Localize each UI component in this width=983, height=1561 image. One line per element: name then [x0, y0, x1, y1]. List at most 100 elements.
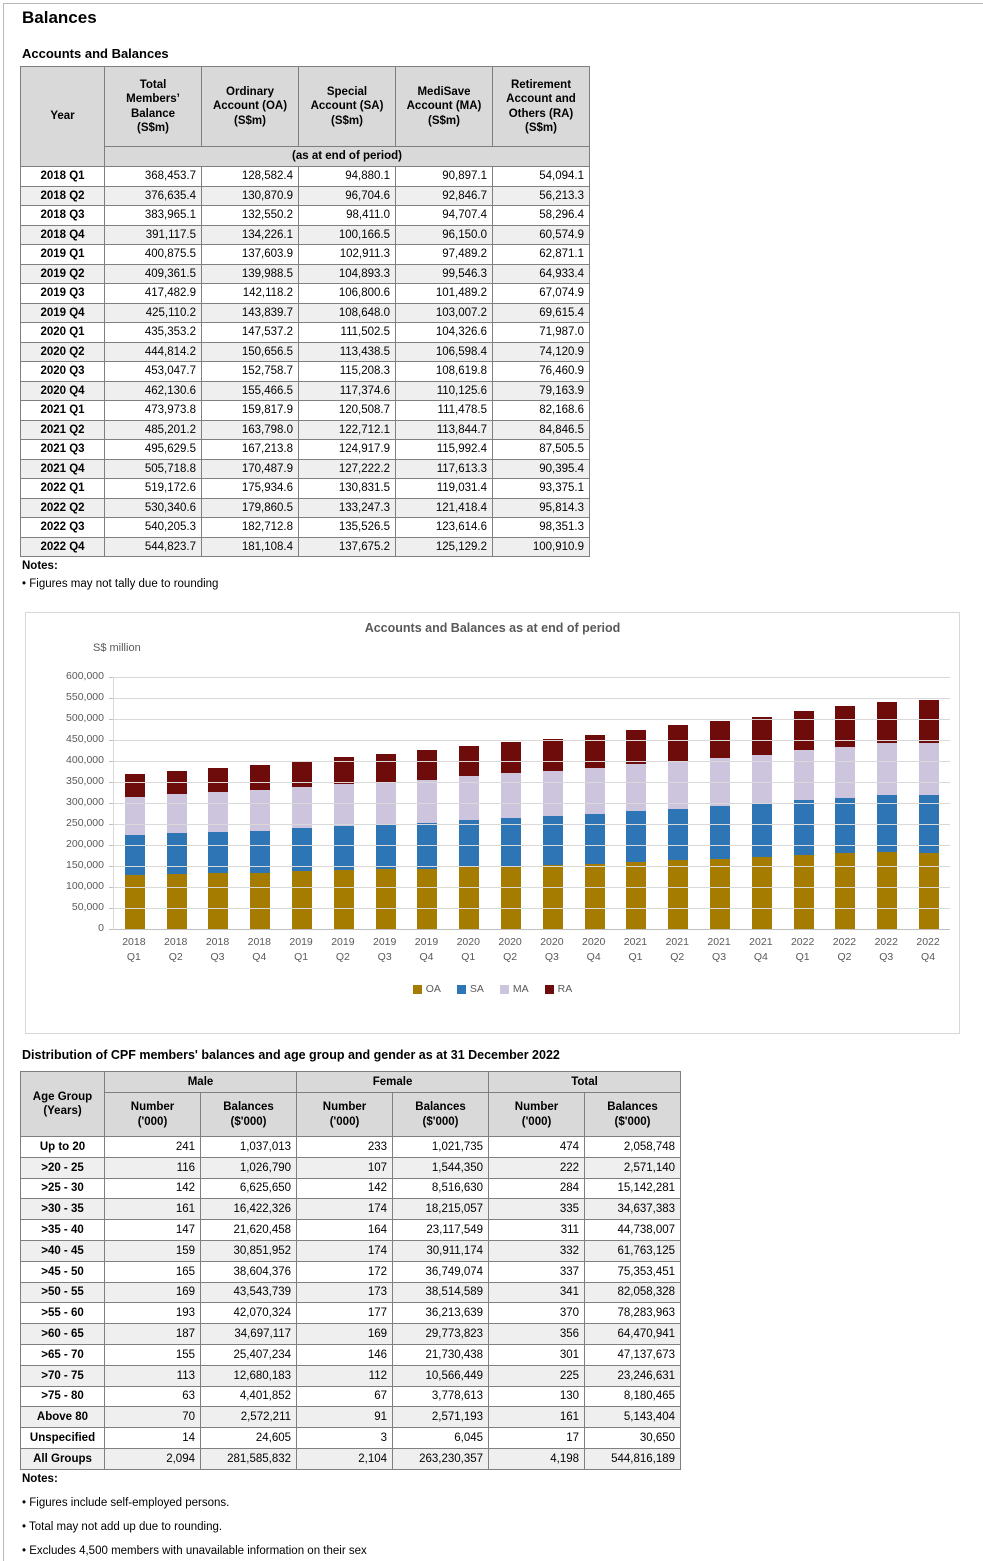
- year-cell: 2019 Q1: [20, 244, 105, 265]
- x-axis-label: 2021 Q2: [665, 936, 689, 963]
- value-cell: 544,823.7: [104, 536, 202, 557]
- value-cell: 182,712.8: [201, 517, 299, 538]
- value-cell: 175,934.6: [201, 478, 299, 499]
- year-cell: 2020 Q2: [20, 341, 105, 362]
- bar-segment-ma: [333, 784, 354, 827]
- legend-item-ma: MA: [499, 983, 529, 995]
- value-cell: 121,418.4: [395, 497, 493, 518]
- bar-slot: [323, 677, 365, 929]
- value-cell: 84,846.5: [492, 419, 590, 440]
- accounts-balances-table: Year Total Members’ Balance (S$m) Ordinary Acc…: [20, 66, 590, 557]
- value-cell: 241: [104, 1136, 201, 1158]
- value-cell: 92,846.7: [395, 185, 493, 206]
- bar-segment-sa: [124, 835, 145, 875]
- value-cell: 167,213.8: [201, 439, 299, 460]
- table1-subheader: (as at end of period): [104, 146, 590, 167]
- value-cell: 169: [104, 1281, 201, 1304]
- value-cell: 36,749,074: [392, 1260, 490, 1283]
- x-axis-label: 2022 Q3: [874, 936, 898, 963]
- value-cell: 82,168.6: [492, 400, 590, 421]
- stacked-bar: [124, 774, 145, 929]
- value-cell: 161: [488, 1406, 586, 1429]
- table-row: Above 80 70 2,572,211 91 2,571,193 161 5,143,4…: [20, 1406, 682, 1429]
- bar-segment-oa: [751, 857, 772, 929]
- legend-label: SA: [469, 983, 484, 995]
- table-row: 2019 Q2 409,361.5 139,988.5 104,893.3 99,546…: [20, 263, 590, 284]
- value-cell: 38,604,376: [199, 1260, 298, 1283]
- value-cell: 376,635.4: [104, 185, 202, 206]
- y-axis-tick: [109, 677, 113, 678]
- table-row: 2021 Q3 495,629.5 167,213.8 124,917.9 115,99…: [20, 439, 590, 460]
- value-cell: 137,675.2: [298, 536, 396, 557]
- value-cell: 6,625,650: [199, 1177, 298, 1200]
- y-axis-tick: [109, 782, 113, 783]
- bar-segment-oa: [208, 873, 229, 929]
- table-row: 2020 Q2 444,814.2 150,656.5 113,438.5 106,59…: [20, 341, 590, 362]
- age-group-cell: >50 - 55: [20, 1281, 105, 1304]
- value-cell: 187: [104, 1323, 201, 1345]
- age-group-cell: >55 - 60: [20, 1302, 105, 1325]
- table-row: >20 - 25 116 1,026,790 107 1,544,350 222 2,571…: [20, 1156, 682, 1179]
- value-cell: 173: [296, 1281, 394, 1304]
- stacked-bar: [919, 700, 940, 929]
- value-cell: 150,656.5: [201, 341, 299, 362]
- value-cell: 94,880.1: [298, 166, 396, 187]
- bar-segment-oa: [333, 870, 354, 929]
- y-axis-tick-label: 450,000: [66, 733, 104, 745]
- value-cell: 111,478.5: [395, 400, 493, 421]
- bar-slot: [657, 677, 699, 929]
- bar-segment-oa: [501, 865, 522, 929]
- value-cell: 159,817.9: [201, 400, 299, 421]
- year-cell: 2020 Q1: [20, 322, 105, 343]
- bar-slot: [281, 677, 323, 929]
- stacked-bar: [501, 742, 522, 929]
- value-cell: 169: [296, 1323, 394, 1345]
- value-cell: 2,571,140: [584, 1156, 682, 1179]
- x-axis-label: 2021 Q1: [623, 936, 648, 963]
- value-cell: 530,340.6: [104, 497, 202, 518]
- value-cell: 47,137,673: [584, 1343, 682, 1366]
- value-cell: 337: [488, 1260, 586, 1283]
- value-cell: 111,502.5: [298, 322, 396, 343]
- value-cell: 128,582.4: [201, 166, 299, 187]
- x-axis-label: 2018 Q2: [164, 936, 188, 963]
- column-header-age-group: Age Group (Years): [20, 1071, 105, 1137]
- bar-segment-sa: [250, 830, 271, 873]
- group-header-male: Male: [103, 1071, 298, 1093]
- year-cell: 2019 Q4: [20, 302, 105, 323]
- bar-segment-sa: [501, 818, 522, 866]
- value-cell: 485,201.2: [104, 419, 202, 440]
- x-axis-label: 2019 Q3: [373, 936, 397, 963]
- distribution-table-title: Distribution of CPF members' balances an…: [22, 1048, 560, 1062]
- value-cell: 155: [104, 1343, 201, 1366]
- value-cell: 87,505.5: [492, 439, 590, 460]
- value-cell: 8,180,465: [584, 1385, 682, 1408]
- value-cell: 233: [296, 1136, 394, 1158]
- table-row: >30 - 35 161 16,422,326 174 18,215,057 335 34,…: [20, 1198, 682, 1221]
- bar-segment-ma: [459, 776, 480, 821]
- value-cell: 95,814.3: [492, 497, 590, 518]
- value-cell: 79,163.9: [492, 380, 590, 401]
- value-cell: 505,718.8: [104, 458, 202, 479]
- column-header: Special Account (SA) (S$m): [298, 66, 396, 147]
- bar-slot: [365, 677, 407, 929]
- note-item: Figures include self-employed persons.: [22, 1497, 367, 1509]
- table-row: 2021 Q2 485,201.2 163,798.0 122,712.1 113,84…: [20, 419, 590, 440]
- value-cell: 99,546.3: [395, 263, 493, 284]
- table-row: >45 - 50 165 38,604,376 172 36,749,074 337 75,…: [20, 1260, 682, 1283]
- x-axis-label: 2020 Q1: [456, 936, 480, 963]
- column-header: Balances ($'000): [584, 1092, 682, 1137]
- bar-segment-ra: [584, 734, 605, 769]
- value-cell: 155,466.5: [201, 380, 299, 401]
- bar-segment-oa: [584, 863, 605, 929]
- value-cell: 113: [104, 1364, 201, 1387]
- value-cell: 15,142,281: [584, 1177, 682, 1200]
- value-cell: 127,222.2: [298, 458, 396, 479]
- value-cell: 2,058,748: [584, 1136, 682, 1158]
- bar-segment-ra: [375, 753, 396, 782]
- value-cell: 82,058,328: [584, 1281, 682, 1304]
- value-cell: 1,021,735: [392, 1136, 490, 1158]
- bar-segment-ma: [250, 790, 271, 831]
- value-cell: 98,411.0: [298, 205, 396, 226]
- bar-segment-sa: [375, 824, 396, 870]
